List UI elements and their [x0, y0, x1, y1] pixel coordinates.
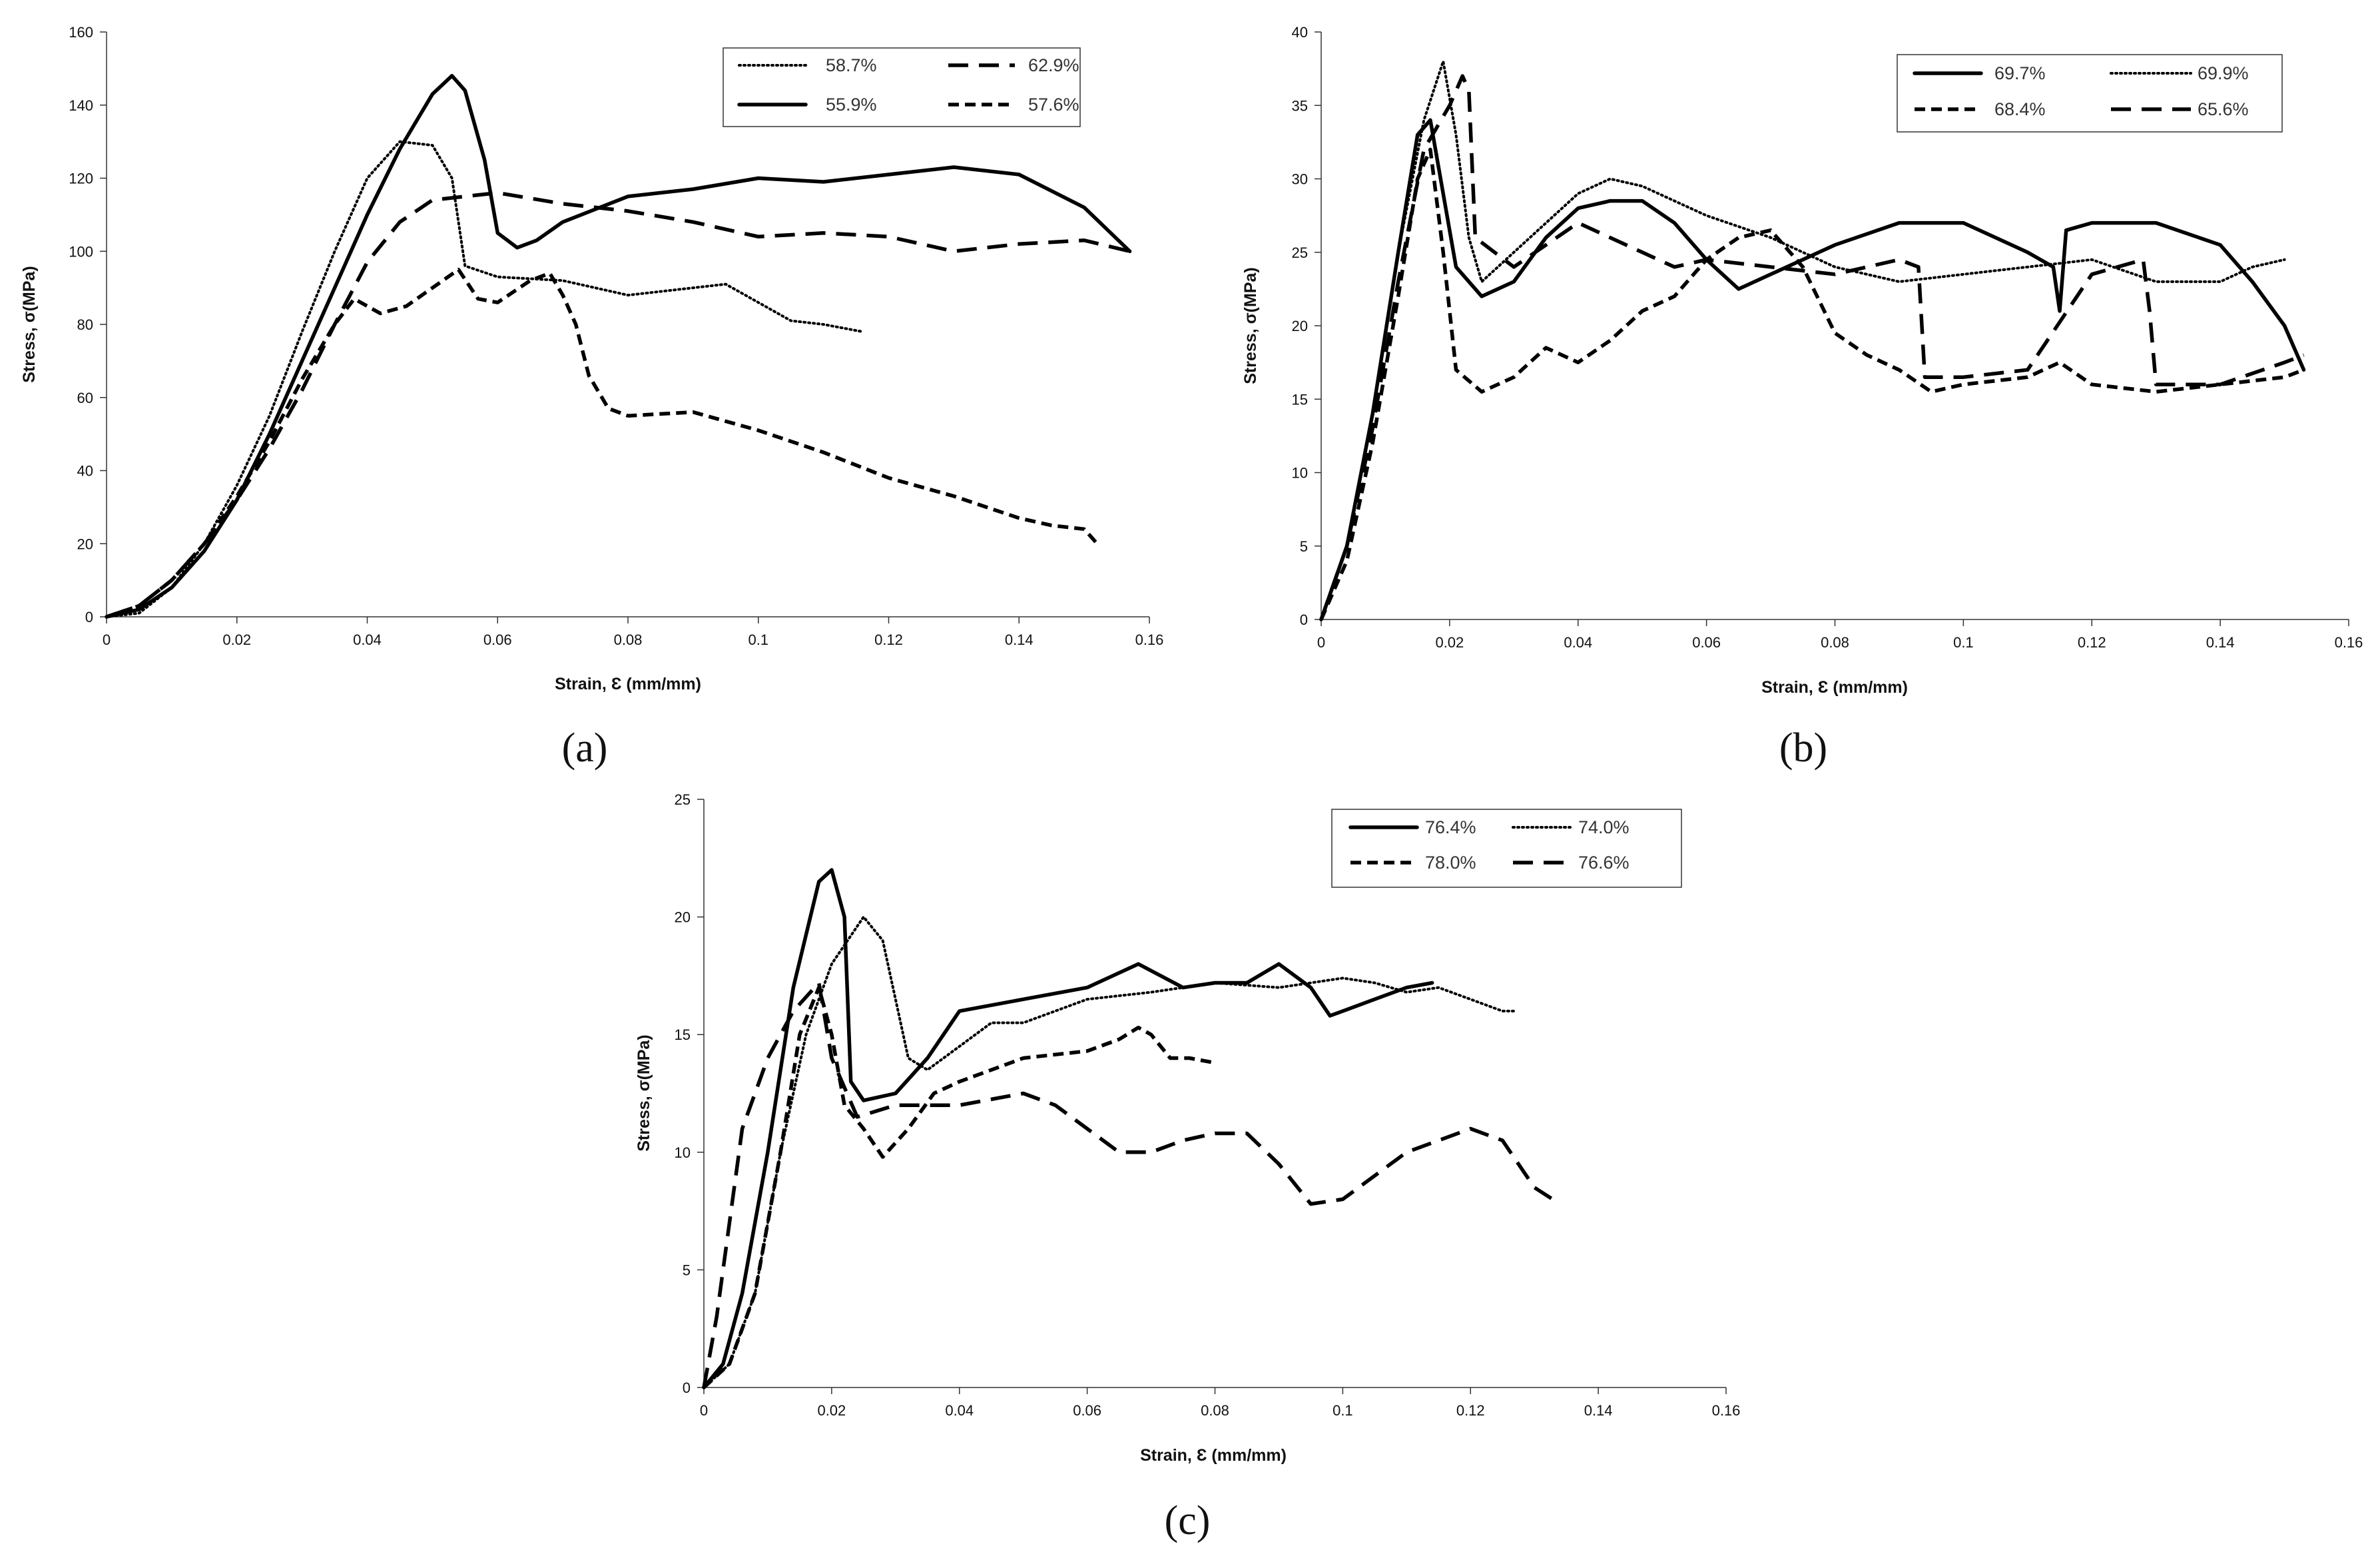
x-tick-label-c-5: 0.1 [1333, 1402, 1353, 1419]
legend-label-c-3: 76.6% [1578, 853, 1630, 873]
x-tick-label-b-2: 0.04 [1564, 634, 1592, 651]
legend-label-a-3: 57.6% [1028, 95, 1079, 115]
legend-label-b-3: 65.6% [2198, 99, 2249, 119]
x-tick-label-c-1: 0.02 [817, 1402, 846, 1419]
series-line-c-0 [702, 868, 1434, 1389]
legend-label-b-2: 68.4% [1994, 99, 2046, 119]
legend-label-b-1: 69.9% [2198, 63, 2249, 83]
y-tick-label-b-7: 35 [1292, 97, 1308, 114]
x-tick-label-a-4: 0.08 [614, 631, 643, 648]
x-axis-label-b: Strain, Ɛ (mm/mm) [1761, 678, 1908, 697]
x-tick-label-a-7: 0.14 [1005, 631, 1034, 648]
y-tick-label-b-4: 20 [1292, 318, 1308, 334]
y-tick-label-b-5: 25 [1292, 244, 1308, 261]
series-line-c-2 [703, 985, 1215, 1389]
x-tick-label-a-5: 0.1 [748, 631, 768, 648]
x-axis-label-a: Strain, Ɛ (mm/mm) [555, 675, 701, 693]
series-line-c-1 [703, 915, 1517, 1389]
x-tick-label-c-2: 0.04 [945, 1402, 974, 1419]
panel-label-c: (c) [1165, 1498, 1211, 1543]
chart-panel-a: 0 0.02 0.04 0.06 0.08 0.1 0.12 0.14 0.16 0 20 40 60 8… [20, 24, 1163, 771]
y-tick-label-b-3: 15 [1292, 391, 1308, 408]
x-tick-label-a-8: 0.16 [1135, 631, 1164, 648]
legend-label-c-1: 74.0% [1578, 817, 1630, 837]
legend-c: 76.4% 74.0% 78.0% 76.6% [1331, 809, 1682, 888]
x-tick-label-b-5: 0.1 [1953, 634, 1974, 651]
y-tick-label-c-2: 10 [675, 1144, 691, 1161]
y-axis-label-b: Stress, σ(MPa) [1241, 267, 1260, 384]
legend-label-a-1: 62.9% [1028, 55, 1079, 75]
chart-panel-b: 0 0.02 0.04 0.06 0.08 0.1 0.12 0.14 0.16 0 5 10 15 20… [1241, 24, 2363, 771]
x-axis-label-c: Strain, Ɛ (mm/mm) [1140, 1446, 1287, 1465]
legend-box-a [723, 47, 1081, 127]
x-tick-label-c-3: 0.06 [1073, 1402, 1101, 1419]
series-line-a-1 [106, 191, 1131, 619]
x-tick-label-c-6: 0.12 [1456, 1402, 1485, 1419]
x-tick-label-c-0: 0 [700, 1402, 708, 1419]
y-tick-label-a-6: 120 [69, 171, 93, 187]
legend-label-a-2: 55.9% [826, 95, 877, 115]
y-tick-label-a-2: 40 [77, 463, 93, 480]
y-tick-label-a-8: 160 [69, 24, 93, 41]
y-axis-label-a: Stress, σ(MPa) [20, 266, 39, 383]
series-line-c-3 [702, 980, 1562, 1388]
x-tick-label-a-2: 0.04 [353, 631, 382, 648]
x-tick-label-b-7: 0.14 [2206, 634, 2235, 651]
x-tick-label-b-4: 0.08 [1821, 634, 1849, 651]
y-tick-label-c-5: 25 [675, 791, 691, 808]
legend-label-a-0: 58.7% [826, 55, 877, 75]
y-tick-label-c-4: 20 [675, 909, 691, 926]
x-tick-label-c-8: 0.16 [1712, 1402, 1741, 1419]
series-line-b-1 [1320, 60, 2286, 621]
legend-label-c-2: 78.0% [1425, 853, 1476, 873]
legend-b: 69.7% 69.9% 68.4% 65.6% [1897, 54, 2283, 133]
x-tick-label-b-8: 0.16 [2335, 634, 2363, 651]
x-tick-label-b-0: 0 [1317, 634, 1325, 651]
panel-label-a: (a) [562, 725, 608, 771]
y-tick-label-b-0: 0 [1300, 611, 1308, 628]
legend-box-c [1331, 809, 1682, 888]
y-tick-label-c-3: 15 [675, 1026, 691, 1043]
y-axis-label-c: Stress, σ(MPa) [635, 1034, 653, 1152]
series-line-a-2 [105, 74, 1132, 619]
y-tick-label-a-1: 20 [77, 536, 93, 552]
y-tick-label-a-7: 140 [69, 97, 93, 114]
legend-label-c-0: 76.4% [1425, 817, 1476, 837]
y-tick-label-b-2: 10 [1292, 465, 1308, 482]
y-tick-label-a-5: 100 [69, 243, 93, 260]
y-tick-label-b-1: 5 [1300, 538, 1308, 555]
x-tick-label-a-0: 0 [103, 631, 111, 648]
panel-label-b: (b) [1779, 725, 1827, 771]
x-tick-label-b-1: 0.02 [1435, 634, 1464, 651]
y-tick-label-a-4: 80 [77, 316, 93, 333]
x-tick-label-c-7: 0.14 [1584, 1402, 1613, 1419]
y-tick-label-a-0: 0 [85, 609, 93, 625]
y-tick-label-b-8: 40 [1292, 24, 1308, 41]
x-tick-label-a-3: 0.06 [483, 631, 512, 648]
x-tick-label-c-4: 0.08 [1201, 1402, 1229, 1419]
x-tick-label-a-1: 0.02 [222, 631, 251, 648]
series-line-b-3 [1319, 74, 2305, 620]
y-tick-label-c-1: 5 [683, 1262, 691, 1278]
x-tick-label-b-3: 0.06 [1692, 634, 1721, 651]
legend-a: 58.7% 62.9% 55.9% 57.6% [723, 47, 1081, 127]
series-line-a-0 [105, 140, 864, 618]
chart-panel-c: 0 0.02 0.04 0.06 0.08 0.1 0.12 0.14 0.16 0 5 10 15 20… [635, 791, 1740, 1543]
y-tick-label-b-6: 30 [1292, 171, 1308, 188]
x-tick-label-a-6: 0.12 [874, 631, 903, 648]
y-tick-label-c-0: 0 [683, 1379, 691, 1396]
x-tick-label-b-6: 0.12 [2078, 634, 2106, 651]
series-line-a-3 [106, 267, 1099, 619]
legend-box-b [1897, 54, 2283, 133]
y-tick-label-a-3: 60 [77, 390, 93, 406]
legend-label-b-0: 69.7% [1994, 63, 2046, 83]
